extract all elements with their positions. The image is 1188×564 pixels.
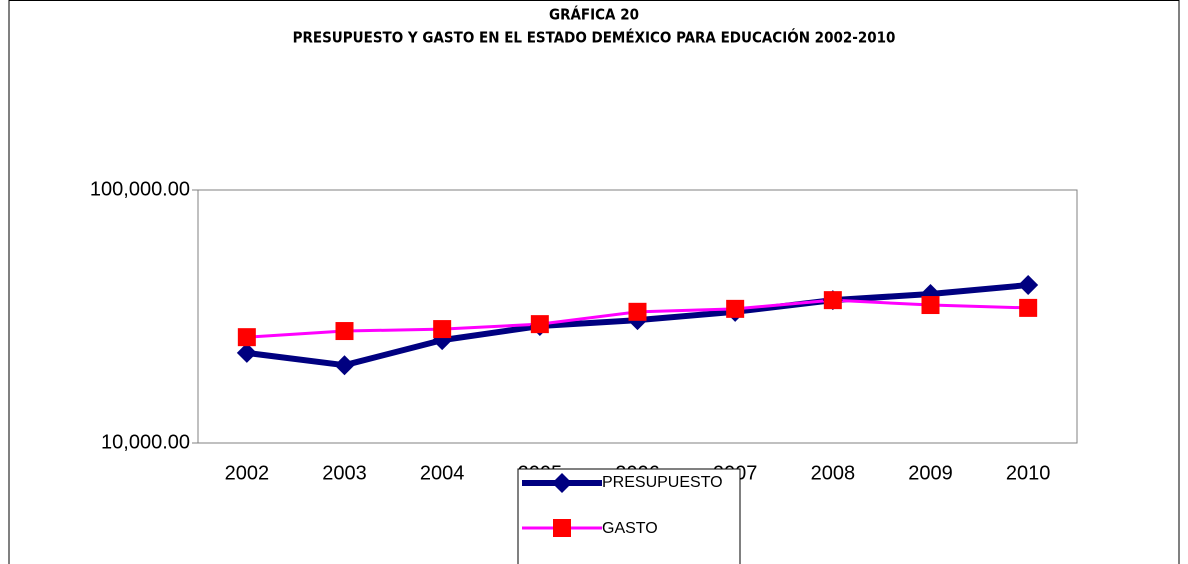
x-tick-label: 2009 xyxy=(908,462,953,484)
x-tick-label: 2004 xyxy=(420,462,465,484)
data-point xyxy=(237,328,256,347)
data-point xyxy=(1019,298,1038,317)
data-point xyxy=(530,315,549,334)
x-tick-label: 2003 xyxy=(322,462,367,484)
data-point xyxy=(236,342,257,363)
legend-label-box: GASTO xyxy=(602,520,658,537)
plot-area xyxy=(197,189,1078,444)
data-point xyxy=(628,302,647,321)
chart-title: GRÁFICA 20 xyxy=(549,5,639,24)
x-tick-label: 2002 xyxy=(225,462,270,484)
data-point xyxy=(726,299,745,318)
chart-subtitle: PRESUPUESTO Y GASTO EN EL ESTADO DEMÉXIC… xyxy=(293,28,896,47)
legend: PRESUPUESTO GASTO xyxy=(517,468,741,564)
data-point xyxy=(335,322,354,341)
data-point xyxy=(433,320,452,339)
legend-label: PRESUPUESTO xyxy=(602,474,723,491)
y-tick-label: 100,000.00 xyxy=(90,178,190,200)
y-tick-label: 10,000.00 xyxy=(101,431,190,453)
legend-marker xyxy=(552,473,572,493)
legend-label: GASTO xyxy=(602,520,658,537)
legend-marker xyxy=(553,519,571,537)
x-tick-label: 2008 xyxy=(811,462,856,484)
data-point xyxy=(334,355,355,376)
data-point xyxy=(921,296,940,315)
data-point xyxy=(1018,275,1039,296)
legend-label-box: PRESUPUESTO xyxy=(602,474,723,491)
x-tick-label: 2010 xyxy=(1006,462,1051,484)
data-point xyxy=(823,291,842,310)
